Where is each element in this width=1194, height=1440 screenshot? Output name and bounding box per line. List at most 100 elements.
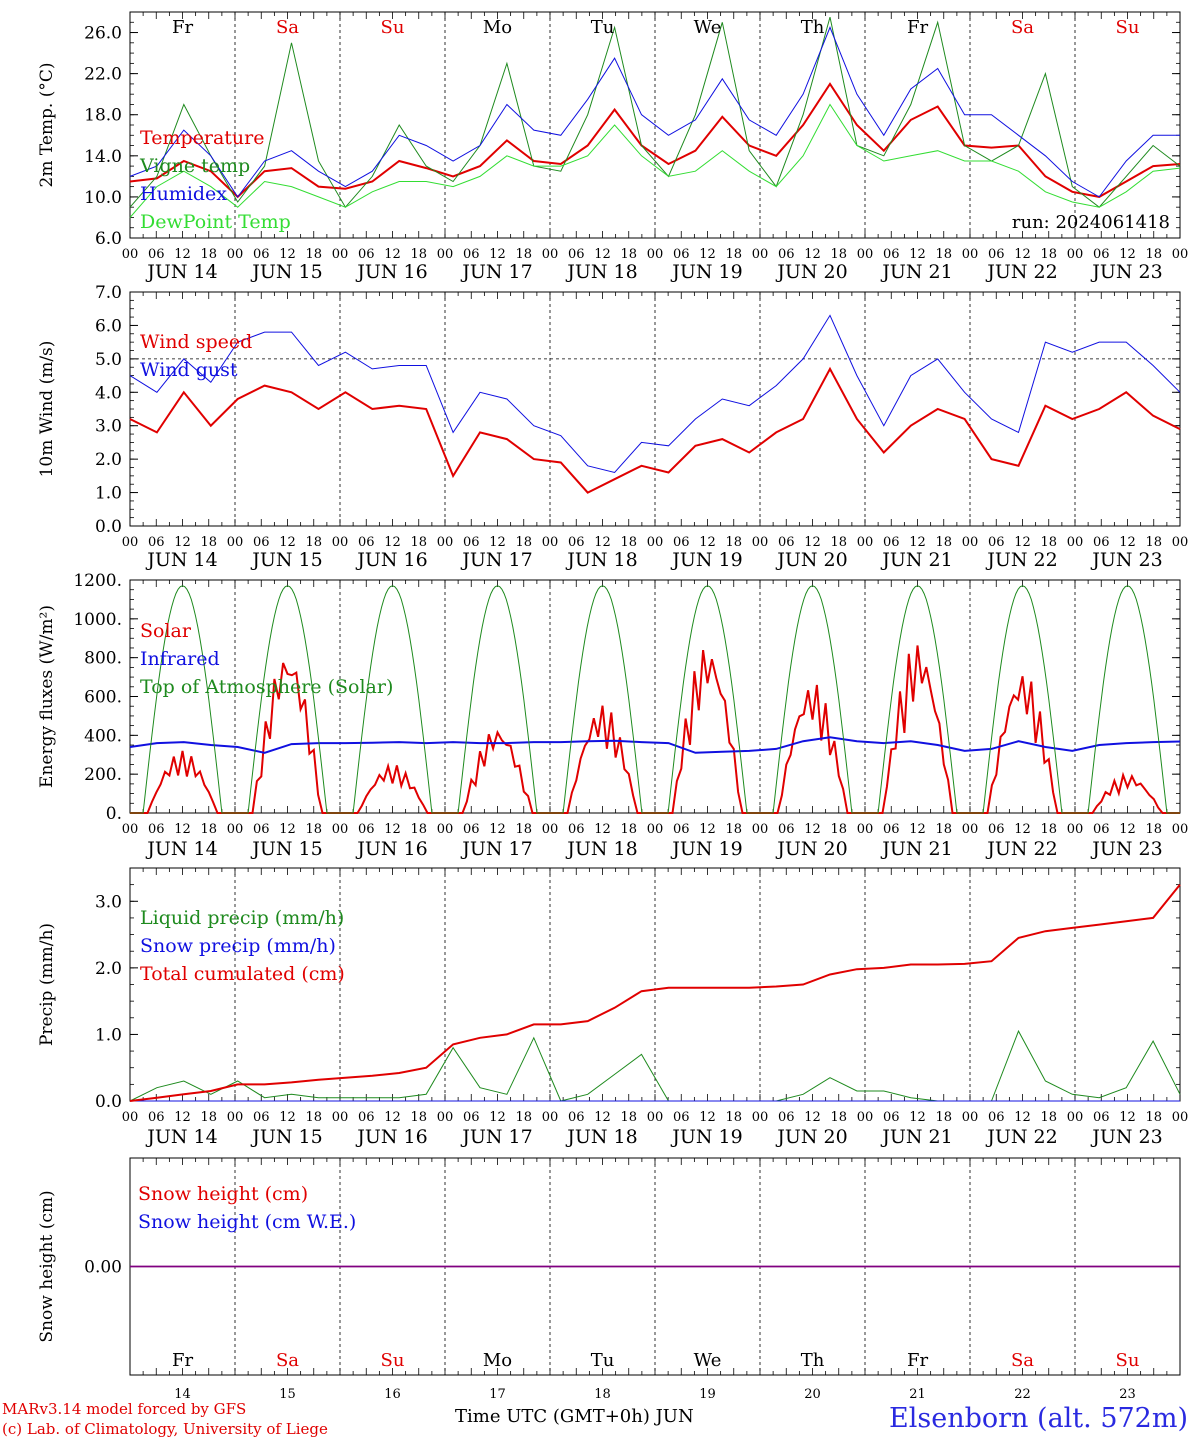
- hour-label: 12: [489, 1110, 506, 1125]
- legend-entry-snow: Snow height (cm): [138, 1183, 308, 1205]
- hour-label: 12: [909, 822, 926, 837]
- hour-label: 00: [437, 535, 454, 550]
- hour-label: 12: [1014, 822, 1031, 837]
- y-axis-title-energy: Energy fluxes (W/m²): [37, 605, 57, 788]
- hour-label: 12: [594, 822, 611, 837]
- y-tick-label: 0.00: [84, 1258, 122, 1278]
- hour-label: 18: [620, 1110, 637, 1125]
- hour-label: 00: [1067, 822, 1084, 837]
- legend-entry-temp: Humidex: [140, 183, 227, 205]
- hour-label: 00: [1067, 1110, 1084, 1125]
- y-axis-title-wind: 10m Wind (m/s): [37, 341, 57, 478]
- hour-label: 18: [515, 535, 532, 550]
- day-number-label: 21: [909, 1387, 926, 1400]
- run-label: run: 2024061418: [1012, 212, 1170, 233]
- hour-label: 00: [857, 535, 874, 550]
- hour-label: 12: [489, 822, 506, 837]
- hour-label: 06: [988, 1110, 1005, 1125]
- hour-label: 00: [647, 535, 664, 550]
- legend-entry-energy: Top of Atmosphere (Solar): [140, 676, 393, 698]
- y-tick-label: 200.: [84, 765, 122, 785]
- hour-label: 00: [752, 822, 769, 837]
- hour-label: 18: [515, 1110, 532, 1125]
- hour-label: 18: [620, 535, 637, 550]
- hour-label: 06: [673, 535, 690, 550]
- hour-label: 06: [778, 822, 795, 837]
- date-label: JUN 19: [670, 549, 742, 571]
- hour-label: 18: [1145, 247, 1162, 262]
- series-line-energy-2: [130, 585, 1180, 814]
- day-number-label: 19: [699, 1387, 716, 1400]
- hour-label: 12: [279, 535, 296, 550]
- hour-label: 00: [962, 1110, 979, 1125]
- hour-label: 12: [384, 822, 401, 837]
- date-label: JUN 21: [880, 1126, 952, 1148]
- legend-entry-temp: Vigne temp: [139, 155, 250, 177]
- hour-label: 12: [1014, 1110, 1031, 1125]
- lab-credit: (c) Lab. of Climatology, University of L…: [2, 1420, 328, 1438]
- y-tick-label: 14.0: [84, 147, 122, 167]
- hour-label: 18: [515, 247, 532, 262]
- hour-label: 06: [778, 247, 795, 262]
- date-label: JUN 22: [985, 1126, 1057, 1148]
- hour-label: 12: [279, 822, 296, 837]
- hour-label: 00: [1172, 1110, 1189, 1125]
- hour-label: 12: [384, 1110, 401, 1125]
- hour-label: 18: [935, 1110, 952, 1125]
- model-credit: MARv3.14 model forced by GFS: [2, 1400, 247, 1418]
- series-line-precip-0: [129, 1029, 1181, 1102]
- date-label: JUN 21: [880, 261, 952, 283]
- date-label: JUN 15: [250, 838, 322, 860]
- weekday-label-top: Fr: [907, 17, 928, 38]
- date-label: JUN 23: [1090, 1126, 1162, 1148]
- legend-entry-snow: Snow height (cm W.E.): [138, 1211, 356, 1233]
- y-tick-label: 3.0: [95, 892, 122, 912]
- date-label: JUN 20: [775, 261, 847, 283]
- hour-label: 18: [725, 1110, 742, 1125]
- hour-label: 00: [332, 535, 349, 550]
- hour-label: 18: [410, 247, 427, 262]
- hour-label: 18: [410, 822, 427, 837]
- hour-label: 12: [384, 535, 401, 550]
- legend-entry-precip: Liquid precip (mm/h): [140, 907, 344, 929]
- hour-label: 00: [857, 1110, 874, 1125]
- hour-label: 18: [305, 822, 322, 837]
- hour-label: 12: [699, 1110, 716, 1125]
- hour-label: 00: [962, 247, 979, 262]
- hour-label: 12: [909, 247, 926, 262]
- hour-label: 18: [935, 535, 952, 550]
- series-line-temp-0: [129, 82, 1181, 199]
- hour-label: 06: [358, 247, 375, 262]
- legend-entry-precip: Snow precip (mm/h): [140, 935, 336, 957]
- hour-label: 12: [804, 247, 821, 262]
- weekday-label-top: Su: [381, 17, 405, 38]
- weekday-label-top: Sa: [1011, 17, 1034, 38]
- hour-label: 06: [568, 535, 585, 550]
- weekday-label-top: Mo: [483, 17, 512, 38]
- day-number-label: 15: [279, 1387, 296, 1400]
- hour-label: 00: [122, 535, 139, 550]
- y-tick-label: 4.0: [95, 383, 122, 403]
- hour-label: 18: [305, 247, 322, 262]
- y-tick-label: 400.: [84, 726, 122, 746]
- hour-label: 12: [699, 535, 716, 550]
- hour-label: 00: [647, 1110, 664, 1125]
- hour-label: 00: [1172, 247, 1189, 262]
- legend-entry-temp: DewPoint Temp: [140, 211, 291, 233]
- y-tick-label: 5.0: [95, 350, 122, 370]
- station-name: Elsenborn (alt. 572m): [889, 1403, 1188, 1434]
- weekday-label-bottom: Sa: [276, 1350, 299, 1371]
- hour-label: 06: [463, 1110, 480, 1125]
- y-tick-label: 1000.: [73, 610, 122, 630]
- date-label: JUN 19: [670, 261, 742, 283]
- weekday-label-bottom: Th: [801, 1350, 825, 1371]
- y-tick-label: 2.0: [95, 959, 122, 979]
- date-label: JUN 17: [460, 838, 532, 860]
- hour-label: 12: [804, 822, 821, 837]
- weekday-label-bottom: We: [694, 1350, 722, 1371]
- hour-label: 18: [1040, 535, 1057, 550]
- date-label: JUN 23: [1090, 261, 1162, 283]
- weekday-label-top: Fr: [172, 17, 193, 38]
- weekday-label-top: Tu: [591, 17, 615, 38]
- hour-label: 18: [620, 822, 637, 837]
